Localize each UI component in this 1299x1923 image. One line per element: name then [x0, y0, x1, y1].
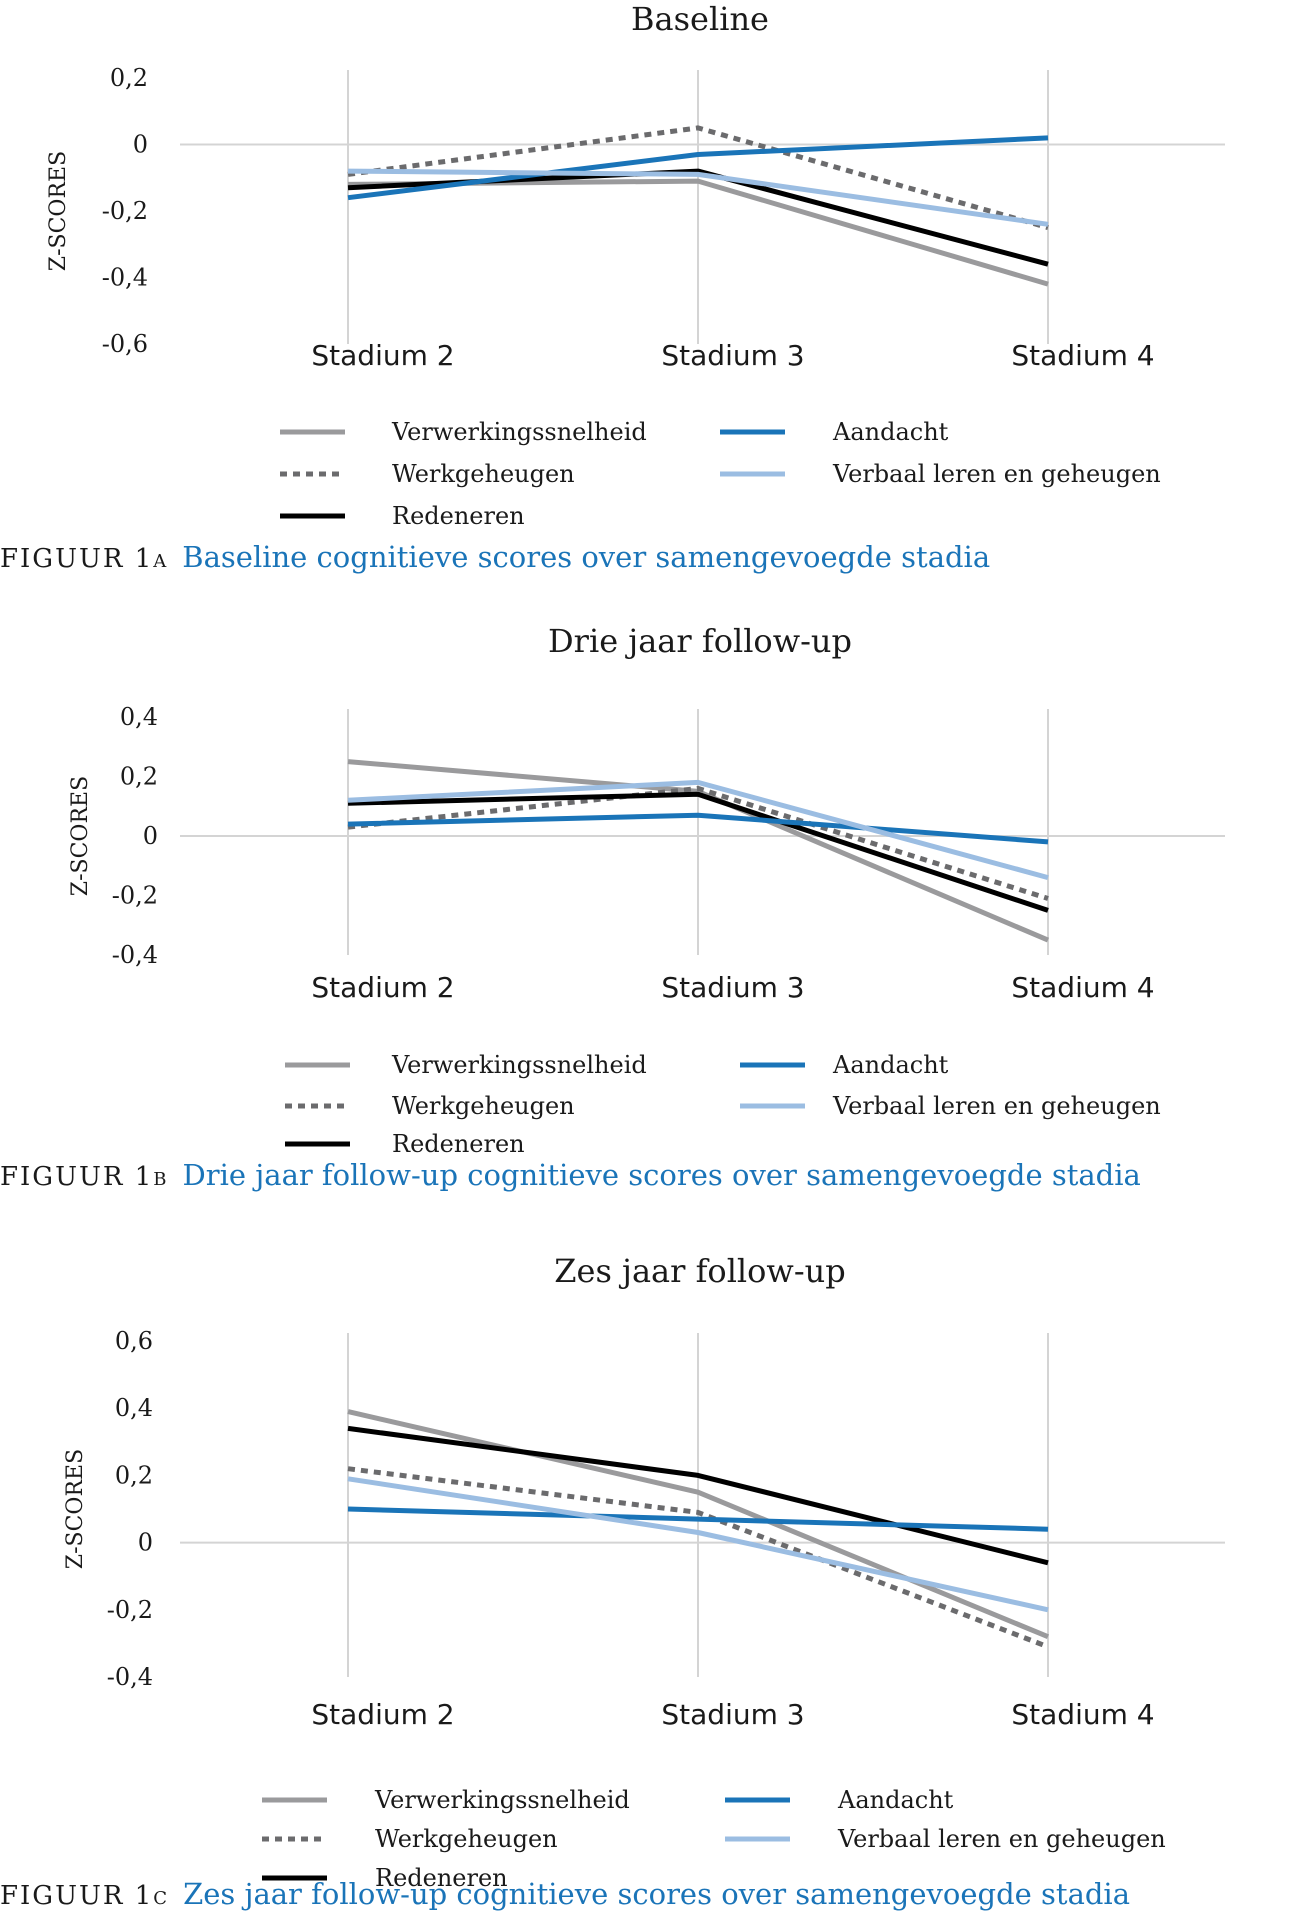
x-tick-label: Stadium 3 — [661, 339, 804, 372]
figure-caption: FIGUUR 1a Baseline cognitieve scores over… — [0, 540, 990, 574]
y-axis-label: Z-SCORES — [46, 151, 71, 271]
legend-label-verwerkingssnelheid: Verwerkingssnelheid — [374, 1786, 630, 1814]
x-tick-label: Stadium 3 — [661, 971, 804, 1004]
x-tick-label: Stadium 2 — [311, 971, 454, 1004]
legend-label-werkgeheugen: Werkgeheugen — [375, 1825, 558, 1853]
chart-zes-jaar: Zes jaar follow-up Z-SCORES 0,6 0,4 0,2 0 -0,2… — [63, 1252, 1225, 1892]
y-tick-label: -0,2 — [102, 197, 148, 225]
legend-label-aandacht: Aandacht — [832, 1051, 949, 1079]
y-tick-label: 0,6 — [115, 1327, 153, 1355]
x-tick-label: Stadium 3 — [661, 1698, 804, 1731]
series-line-redeneren — [347, 1425, 1049, 1566]
y-tick-label: 0,4 — [115, 1394, 153, 1422]
y-tick-label: 0,2 — [120, 763, 158, 791]
figure-1c: Zes jaar follow-up Z-SCORES 0,6 0,4 0,2 0 -0,2… — [0, 1240, 1299, 1923]
y-tick-label: -0,2 — [107, 1596, 153, 1624]
legend-label-redeneren: Redeneren — [392, 502, 525, 530]
series-line-verbaal-leren-en-geheugen — [347, 779, 1049, 881]
caption-text: Zes jaar follow-up cognitieve scores ove… — [183, 1877, 1130, 1911]
y-axis-label: Z-SCORES — [68, 776, 93, 896]
series-line-werkgeheugen — [347, 125, 1049, 231]
y-axis-label: Z-SCORES — [63, 1449, 88, 1569]
caption-label: FIGUUR 1a — [0, 544, 169, 574]
series-line-werkgeheugen — [347, 1466, 1049, 1650]
legend-label-verbaal-leren-en-geheugen: Verbaal leren en geheugen — [832, 1092, 1161, 1120]
y-tick-label: -0,6 — [102, 330, 148, 358]
y-tick-label: 0,2 — [110, 64, 148, 92]
y-tick-label: -0,4 — [112, 941, 158, 969]
series-line-aandacht — [347, 1506, 1049, 1532]
x-tick-label: Stadium 4 — [1011, 1698, 1154, 1731]
chart-drie-jaar: Drie jaar follow-up Z-SCORES 0,4 0,2 0 -0,2 -0… — [68, 622, 1225, 1158]
y-tick-label: 0,4 — [120, 703, 158, 731]
x-tick-label: Stadium 2 — [311, 339, 454, 372]
chart-baseline: Baseline Z-SCORES 0,2 0 -0,2 -0,4 -0,6 Stadium … — [46, 0, 1225, 530]
y-tick-label: 0,2 — [115, 1461, 153, 1489]
y-tick-label: 0 — [133, 131, 148, 159]
chart-title: Zes jaar follow-up — [554, 1252, 845, 1290]
chart-title: Drie jaar follow-up — [548, 622, 852, 660]
y-tick-label: 0 — [143, 822, 158, 850]
series-line-werkgeheugen — [347, 785, 1049, 901]
caption-text: Baseline cognitieve scores over samengev… — [182, 540, 991, 574]
figure-caption: FIGUUR 1c Zes jaar follow-up cognitieve s… — [0, 1877, 1130, 1911]
caption-label: FIGUUR 1b — [0, 1162, 169, 1192]
legend-label-aandacht: Aandacht — [837, 1786, 954, 1814]
series-line-redeneren — [347, 791, 1049, 913]
figure-1b: Drie jaar follow-up Z-SCORES 0,4 0,2 0 -0,2 -0… — [0, 620, 1299, 1220]
series-line-aandacht — [347, 812, 1049, 845]
figure-1a: Baseline Z-SCORES 0,2 0 -0,2 -0,4 -0,6 Stadium … — [0, 0, 1299, 590]
x-tick-label: Stadium 4 — [1011, 971, 1154, 1004]
y-tick-label: -0,4 — [107, 1663, 153, 1691]
legend-label-verbaal-leren-en-geheugen: Verbaal leren en geheugen — [832, 460, 1161, 488]
legend-label-redeneren: Redeneren — [375, 1864, 508, 1892]
x-tick-label: Stadium 2 — [311, 1698, 454, 1731]
legend-label-redeneren: Redeneren — [392, 1130, 525, 1158]
y-tick-label: -0,2 — [112, 882, 158, 910]
x-tick-label: Stadium 4 — [1011, 339, 1154, 372]
series-line-verbaal-leren-en-geheugen — [347, 1476, 1049, 1613]
series-line-aandacht — [347, 135, 1049, 201]
chart-title: Baseline — [631, 0, 769, 38]
legend-label-verbaal-leren-en-geheugen: Verbaal leren en geheugen — [837, 1825, 1166, 1853]
legend-label-verwerkingssnelheid: Verwerkingssnelheid — [391, 1051, 647, 1079]
series-line-verwerkingssnelheid — [347, 759, 1049, 943]
series-line-verbaal-leren-en-geheugen — [347, 168, 1049, 227]
caption-label: FIGUUR 1c — [0, 1881, 170, 1911]
legend-label-aandacht: Aandacht — [832, 418, 949, 446]
series-line-verwerkingssnelheid — [347, 1409, 1049, 1640]
legend-label-werkgeheugen: Werkgeheugen — [392, 460, 575, 488]
y-tick-label: 0 — [138, 1529, 153, 1557]
figure-caption: FIGUUR 1b Drie jaar follow-up cognitieve … — [0, 1158, 1141, 1192]
legend-label-werkgeheugen: Werkgeheugen — [392, 1092, 575, 1120]
y-tick-label: -0,4 — [102, 264, 148, 292]
legend-label-verwerkingssnelheid: Verwerkingssnelheid — [391, 418, 647, 446]
caption-text: Drie jaar follow-up cognitieve scores ov… — [182, 1158, 1141, 1192]
